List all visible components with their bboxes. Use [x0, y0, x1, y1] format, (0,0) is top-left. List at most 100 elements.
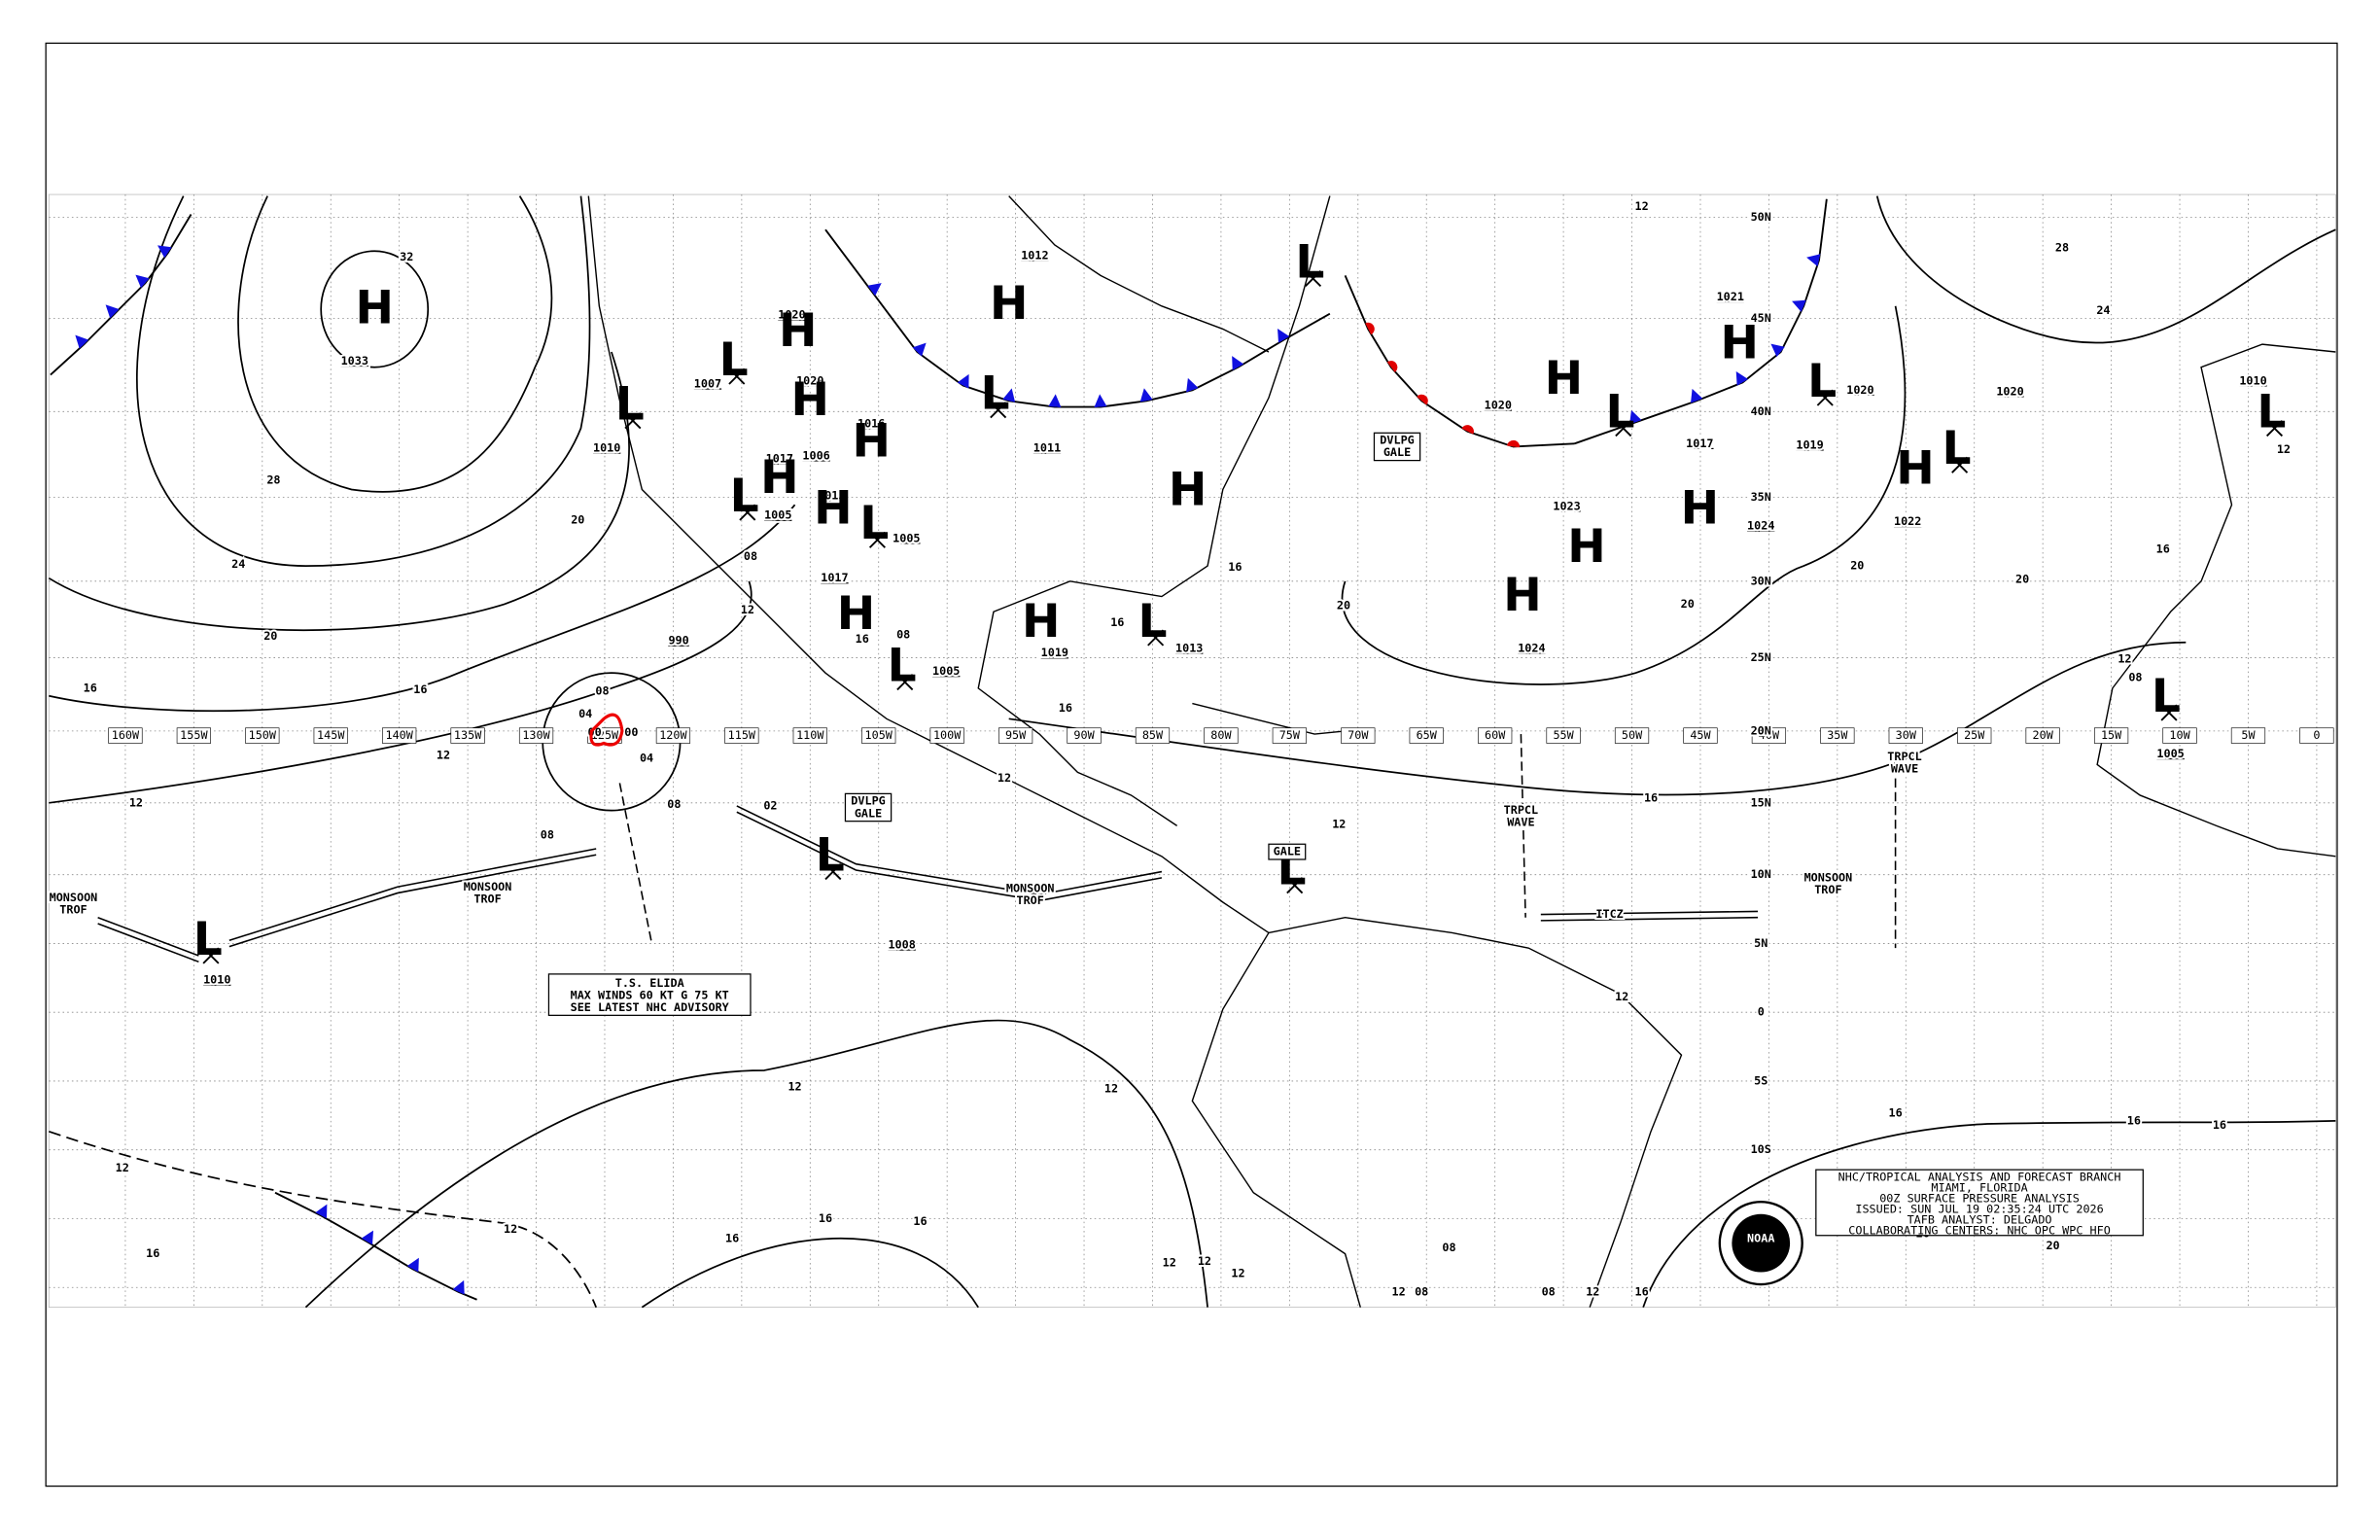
latitude-label: 20N — [1751, 723, 1771, 737]
latitude-label: 5N — [1754, 936, 1768, 950]
isobar-label: 20 — [2015, 573, 2029, 586]
isobar-label: 12 — [1332, 817, 1346, 830]
annotation: WAVE — [1891, 762, 1918, 776]
longitude-label: 40W — [1759, 728, 1780, 742]
pressure-value: 1010 — [593, 441, 620, 455]
pressure-center: L — [1942, 422, 1971, 475]
center-mark — [202, 947, 220, 964]
pressure-center: H — [1896, 442, 1934, 496]
isobar-label: 12 — [1163, 1256, 1176, 1270]
latitude-label: 35N — [1751, 490, 1771, 504]
isobar-label: 16 — [1889, 1105, 1903, 1119]
longitude-label: 160W — [112, 728, 140, 742]
isobars — [48, 195, 2336, 1309]
latitude-label: 50N — [1751, 210, 1771, 224]
label-bg — [1135, 727, 1171, 744]
label-bg — [2093, 727, 2129, 744]
isobar-label: 12 — [1586, 1284, 1599, 1298]
center-mark — [1286, 877, 1304, 894]
isobar-label: 12 — [437, 749, 450, 762]
isobar-label: 08 — [1442, 1241, 1455, 1254]
annotation: MONSOON — [1006, 881, 1055, 894]
pressure-value: 1016 — [858, 416, 885, 430]
pressure-center: H — [837, 587, 875, 641]
isobar-label: 16 — [146, 1246, 159, 1260]
pressure-value: 1017 — [1686, 437, 1713, 450]
label-bg — [655, 727, 691, 744]
isobar-label: 12 — [2118, 652, 2131, 666]
annotation: TRPCL — [1887, 750, 1921, 763]
longitude-label: 125W — [591, 728, 619, 742]
isobar-label: 16 — [1228, 560, 1242, 574]
pressure-center: L — [1138, 595, 1167, 648]
longitude-label: 105W — [865, 728, 893, 742]
pressure-center: L — [1295, 235, 1324, 289]
pressure-center: L — [719, 333, 749, 387]
longitude-label: 5W — [2241, 728, 2256, 742]
center-mark — [624, 412, 642, 430]
isobar-label: 16 — [84, 681, 97, 694]
annotation: GALE — [1383, 445, 1411, 459]
isobar-label: 08 — [1415, 1284, 1428, 1298]
latitude-label: 5S — [1754, 1073, 1768, 1087]
info-text: NHC/TROPICAL ANALYSIS AND FORECAST BRANC… — [1838, 1171, 2121, 1184]
pressure-value: 1020 — [796, 373, 823, 387]
label-bg — [518, 727, 554, 744]
center-mark — [868, 531, 887, 548]
label-bg — [1888, 727, 1923, 744]
label-bg — [1409, 727, 1444, 744]
latitude-label: 15N — [1751, 795, 1771, 809]
center-mark — [1951, 456, 1969, 473]
isobar-label: 00 — [624, 725, 638, 739]
isobar-label: 12 — [1615, 990, 1628, 1003]
pressure-value: 1015 — [818, 488, 845, 502]
annotation: MONSOON — [464, 880, 512, 893]
annotation-box — [1373, 432, 1421, 462]
logo-inner — [1732, 1213, 1791, 1273]
longitude-label: 150W — [249, 728, 277, 742]
isobar-label: 20 — [571, 512, 584, 526]
isobar-label: 16 — [913, 1214, 927, 1228]
isobar-label: 12 — [116, 1161, 129, 1174]
pressure-center: H — [1567, 520, 1605, 574]
latitude-label: 40N — [1751, 404, 1771, 418]
isobar-label: 16 — [856, 632, 869, 646]
pressure-value: 990 — [668, 634, 688, 648]
center-mark — [824, 863, 842, 881]
isobar-label: 08 — [1542, 1284, 1556, 1298]
center-mark — [1615, 420, 1632, 438]
label-bg — [1820, 727, 1855, 744]
pressure-center: H — [1503, 569, 1541, 622]
label-bg — [2299, 727, 2334, 744]
pressure-value: 1023 — [1553, 499, 1580, 512]
isobar-label: 24 — [2096, 303, 2110, 317]
longitude-label: 140W — [385, 728, 413, 742]
pressure-value: 1019 — [1041, 646, 1068, 659]
pressure-value: 1010 — [2239, 373, 2266, 387]
pressure-value: 1019 — [1796, 438, 1823, 451]
annotation: WAVE — [1507, 816, 1534, 829]
label-bg — [1614, 727, 1650, 744]
isobar-label: 24 — [231, 557, 245, 571]
pressure-value: 1033 — [341, 354, 368, 368]
logo-text: NOAA — [1747, 1231, 1774, 1244]
label-bg — [861, 727, 896, 744]
label-bg — [1341, 727, 1376, 744]
longitude-label: 155W — [180, 728, 208, 742]
latitude-label: 30N — [1751, 574, 1771, 587]
longitude-label: 45W — [1690, 728, 1711, 742]
longitude-label: 115W — [728, 728, 756, 742]
isobar-label: 12 — [741, 603, 754, 616]
center-mark — [1305, 269, 1322, 288]
pressure-center: L — [193, 913, 223, 966]
pressure-center: H — [1545, 352, 1583, 405]
center-mark — [990, 402, 1007, 419]
longitude-label: 0 — [2313, 728, 2320, 742]
pressure-center: L — [2152, 670, 2181, 723]
pressure-center: L — [1807, 355, 1837, 408]
isobar-label: 08 — [896, 627, 910, 641]
pressure-value: 1010 — [203, 973, 230, 987]
longitude-label: 75W — [1279, 728, 1301, 742]
pressure-center: L — [859, 497, 889, 550]
